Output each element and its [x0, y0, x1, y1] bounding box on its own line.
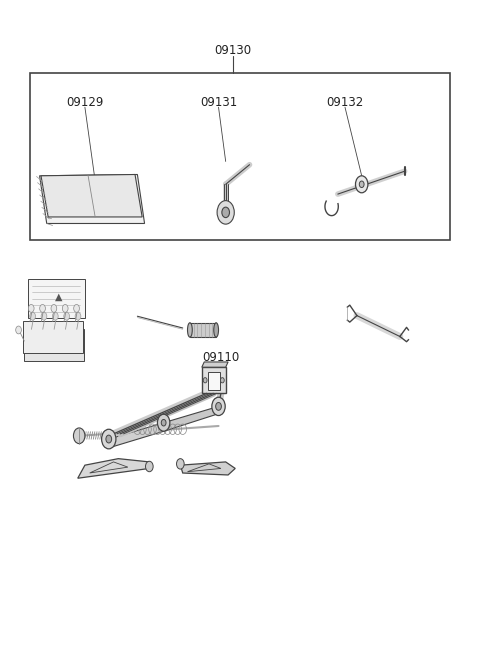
Circle shape [64, 312, 70, 320]
Polygon shape [23, 321, 83, 353]
Text: ▲: ▲ [55, 292, 62, 302]
Circle shape [51, 304, 57, 312]
Polygon shape [24, 329, 84, 361]
Circle shape [74, 304, 79, 312]
Circle shape [222, 207, 229, 218]
Circle shape [106, 435, 112, 443]
Polygon shape [78, 459, 149, 478]
Circle shape [16, 326, 22, 334]
Polygon shape [109, 422, 166, 447]
Circle shape [220, 378, 224, 383]
Polygon shape [164, 406, 221, 430]
Bar [207, 372, 220, 390]
Circle shape [356, 176, 368, 193]
Polygon shape [39, 174, 144, 224]
Circle shape [41, 312, 47, 320]
Circle shape [145, 461, 153, 472]
Circle shape [40, 304, 46, 312]
Circle shape [52, 312, 58, 320]
Circle shape [157, 414, 170, 431]
Circle shape [360, 181, 364, 188]
Text: 09130: 09130 [214, 44, 252, 57]
Circle shape [216, 403, 221, 410]
Polygon shape [28, 279, 85, 318]
Ellipse shape [214, 323, 218, 337]
Polygon shape [202, 367, 226, 394]
Text: 09110: 09110 [202, 351, 240, 364]
Circle shape [62, 304, 68, 312]
Bar [30, 73, 450, 240]
Circle shape [177, 459, 184, 469]
Polygon shape [202, 362, 228, 367]
Circle shape [28, 304, 34, 312]
Polygon shape [180, 462, 235, 475]
Circle shape [30, 312, 36, 320]
Circle shape [161, 419, 166, 426]
Circle shape [203, 378, 207, 383]
Circle shape [75, 312, 81, 320]
Circle shape [217, 201, 234, 224]
Circle shape [73, 428, 85, 443]
Polygon shape [41, 174, 142, 217]
Ellipse shape [188, 323, 192, 337]
Text: 09132: 09132 [326, 96, 364, 109]
Circle shape [102, 429, 116, 449]
Text: 09131: 09131 [200, 96, 237, 109]
Bar [190, 323, 216, 337]
Circle shape [212, 398, 225, 415]
Text: 09129: 09129 [66, 96, 104, 109]
